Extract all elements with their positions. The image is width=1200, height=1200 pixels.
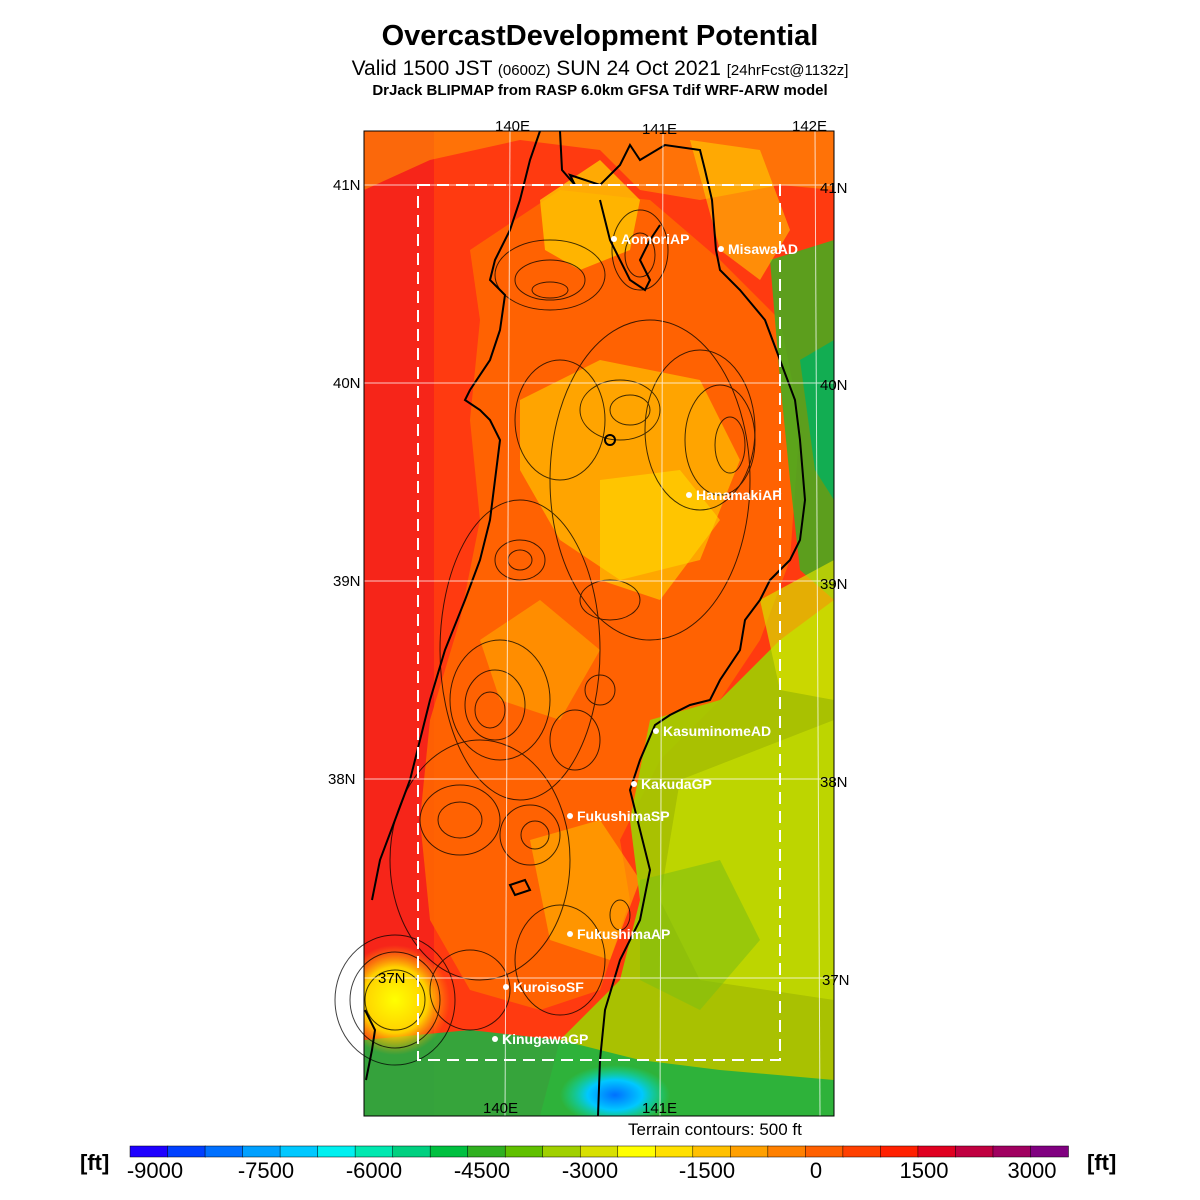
- colorbar: [129, 1145, 1069, 1158]
- terrain-note: Terrain contours: 500 ft: [628, 1120, 802, 1139]
- lon-label-bottom-140: 140E: [483, 1100, 518, 1117]
- colorbar-swatch: [1030, 1145, 1069, 1158]
- colorbar-tick-label: 1500: [900, 1158, 949, 1183]
- lat-label-left-41: 41N: [333, 177, 361, 194]
- station-dot[interactable]: [631, 781, 637, 787]
- colorbar-labels: -9000 -7500 -6000 -4500 -3000 -1500 0 15…: [127, 1158, 1057, 1183]
- colorbar-swatch: [880, 1145, 919, 1158]
- colorbar-swatch: [167, 1145, 206, 1158]
- chart-title: OvercastDevelopment Potential: [381, 20, 819, 52]
- colorbar-tick-label: -4500: [454, 1158, 510, 1183]
- subdomain-box: [417, 184, 781, 1061]
- colorbar-swatch: [655, 1145, 694, 1158]
- lat-label-left-38: 38N: [328, 771, 356, 788]
- valid-date: SUN 24 Oct 2021: [556, 57, 721, 80]
- colorbar-swatch: [805, 1145, 844, 1158]
- colorbar-swatch: [692, 1145, 732, 1158]
- colorbar-swatch: [279, 1145, 319, 1158]
- lat-label-right-39: 39N: [820, 576, 848, 593]
- colorbar-swatch: [579, 1145, 619, 1158]
- unit-label-left: [ft]: [80, 1150, 110, 1175]
- station-label-kakuda[interactable]: KakudaGP: [641, 776, 712, 792]
- colorbar-swatch: [917, 1145, 957, 1158]
- coastline: [364, 130, 807, 1117]
- colorbar-tick-label: -1500: [679, 1158, 735, 1183]
- station-label-aomori[interactable]: AomoriAP: [621, 231, 689, 247]
- valid-time: Valid 1500 JST: [351, 57, 493, 80]
- colorbar-tick-label: 0: [810, 1158, 822, 1183]
- colorbar-swatch: [317, 1145, 356, 1158]
- station-dot[interactable]: [611, 236, 617, 242]
- map-border: [363, 130, 835, 1117]
- lon-label-top-141: 141E: [642, 121, 677, 138]
- terrain-contours: [334, 209, 756, 1066]
- colorbar-tick-label: 3000: [1008, 1158, 1057, 1183]
- station-dot[interactable]: [567, 931, 573, 937]
- map-field: [364, 131, 834, 1116]
- station-label-fukushima-ap[interactable]: FukushimaAP: [577, 926, 670, 942]
- colorbar-swatch: [992, 1145, 1032, 1158]
- lat-label-right-37: 37N: [822, 972, 850, 989]
- station-dot[interactable]: [503, 984, 509, 990]
- colorbar-swatch: [467, 1145, 506, 1158]
- lat-label-right-40: 40N: [820, 377, 848, 394]
- forecast-info: [24hrFcst@1132z]: [726, 62, 849, 79]
- lat-label-right-41: 41N: [820, 180, 848, 197]
- colorbar-swatch: [767, 1145, 807, 1158]
- colorbar-swatch: [204, 1145, 244, 1158]
- station-label-hanamaki[interactable]: HanamakiAP: [696, 487, 782, 503]
- colorbar-swatch: [392, 1145, 431, 1158]
- colorbar-tick-label: -6000: [346, 1158, 402, 1183]
- colorbar-tick-label: -3000: [562, 1158, 618, 1183]
- lat-label-left-37: 37N: [378, 970, 406, 987]
- colorbar-swatch: [955, 1145, 994, 1158]
- colorbar-tick-label: -7500: [238, 1158, 294, 1183]
- colorbar-swatch: [129, 1145, 169, 1158]
- colorbar-swatch: [354, 1145, 394, 1158]
- station-label-kasuminome[interactable]: KasuminomeAD: [663, 723, 771, 739]
- colorbar-swatch: [242, 1145, 281, 1158]
- model-line: DrJack BLIPMAP from RASP 6.0km GFSA Tdif…: [372, 82, 828, 99]
- zulu-time: (0600Z): [497, 62, 551, 79]
- lon-label-bottom-141: 141E: [642, 1100, 677, 1117]
- lon-label-top-140: 140E: [495, 118, 530, 135]
- station-dot[interactable]: [653, 728, 659, 734]
- station-label-kuroiso[interactable]: KuroisoSF: [513, 979, 584, 995]
- station-label-misawa[interactable]: MisawaAD: [728, 241, 798, 257]
- station-dot[interactable]: [686, 492, 692, 498]
- colorbar-swatch: [730, 1145, 769, 1158]
- station-label-kinugawa[interactable]: KinugawaGP: [502, 1031, 588, 1047]
- station-dot[interactable]: [567, 813, 573, 819]
- colorbar-tick-label: -9000: [127, 1158, 183, 1183]
- colorbar-swatch: [429, 1145, 469, 1158]
- lat-label-right-38: 38N: [820, 774, 848, 791]
- colorbar-swatch: [504, 1145, 544, 1158]
- station-label-fukushima-sp[interactable]: FukushimaSP: [577, 808, 670, 824]
- lat-label-left-40: 40N: [333, 375, 361, 392]
- unit-label-right: [ft]: [1087, 1150, 1117, 1175]
- lon-label-top-142: 142E: [792, 118, 827, 135]
- colorbar-swatch: [842, 1145, 882, 1158]
- station-dot[interactable]: [492, 1036, 498, 1042]
- colorbar-swatch: [542, 1145, 581, 1158]
- chart-subtitle: Valid 1500 JST (0600Z) SUN 24 Oct 2021 […: [0, 57, 1200, 81]
- station-dot[interactable]: [718, 246, 724, 252]
- colorbar-swatch: [617, 1145, 657, 1158]
- lat-label-left-39: 39N: [333, 573, 361, 590]
